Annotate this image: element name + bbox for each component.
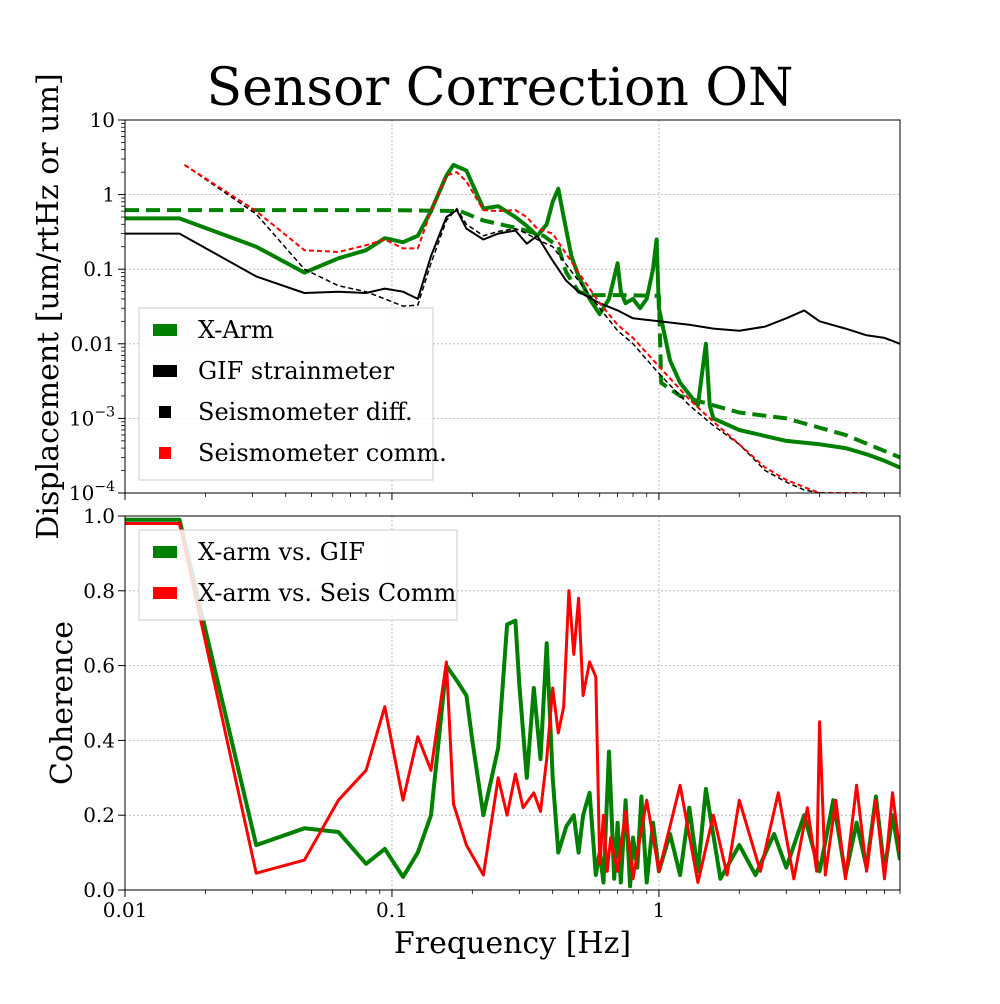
legend: X-Arm GIF strainmeter Seismometer diff. Sei… — [138, 307, 447, 481]
y-tick-label: 0.01 — [70, 332, 115, 356]
x-tick-label: 0.01 — [103, 898, 148, 922]
y-tick-label: 0.4 — [83, 728, 115, 752]
y-tick-label: 0.8 — [83, 579, 115, 603]
y-tick-label: 10−3 — [69, 404, 115, 430]
legend-handle — [153, 587, 177, 599]
y-tick-label: 0.0 — [83, 878, 115, 902]
y-axis-label: Coherence — [45, 621, 80, 785]
series-group — [125, 162, 900, 493]
legend-label: Seismometer comm. — [198, 439, 447, 467]
y-tick-label: 0.2 — [83, 803, 115, 827]
seismometer-comm-line — [183, 164, 867, 493]
legend-handle — [153, 546, 177, 558]
legend-label: GIF strainmeter — [198, 357, 395, 385]
legend-label: X-arm vs. Seis Comm — [198, 579, 456, 607]
x-arm-vs-seis-comm-line — [125, 522, 900, 884]
gif-strainmeter-line — [125, 209, 900, 345]
legend: X-arm vs. GIF X-arm vs. Seis Comm — [138, 529, 458, 621]
chart-title: Sensor Correction ON — [206, 58, 794, 118]
legend-handle — [153, 324, 177, 336]
legend-handle — [153, 365, 177, 377]
axes-frame — [124, 119, 901, 494]
series-group — [125, 517, 900, 889]
y-tick-label: 10 — [90, 108, 115, 132]
y-tick-label: 1 — [102, 183, 115, 207]
x-axis-label: Frequency [Hz] — [394, 926, 631, 961]
y-tick-label: 0.1 — [83, 257, 115, 281]
x-arm-model-line — [125, 208, 900, 460]
y-tick-label: 0.6 — [83, 654, 115, 678]
legend-label: X-arm vs. GIF — [198, 538, 365, 566]
x-arm-line — [125, 162, 900, 470]
axes-frame — [124, 515, 901, 891]
legend-label: X-Arm — [198, 316, 274, 344]
legend-handle — [159, 447, 171, 459]
legend-frame — [138, 307, 434, 481]
y-axis-label: Displacement [um/rtHz or um] — [31, 73, 66, 539]
legend-frame — [138, 529, 458, 621]
legend-handle — [159, 406, 171, 418]
x-tick-label: 0.1 — [376, 898, 408, 922]
x-tick-label: 1 — [653, 898, 666, 922]
y-tick-label: 1.0 — [83, 504, 115, 528]
x-arm-vs-gif-line — [125, 517, 900, 889]
legend-label: Seismometer diff. — [198, 398, 413, 426]
y-tick-label: 10−4 — [69, 479, 115, 505]
seismometer-diff-line — [184, 164, 820, 493]
